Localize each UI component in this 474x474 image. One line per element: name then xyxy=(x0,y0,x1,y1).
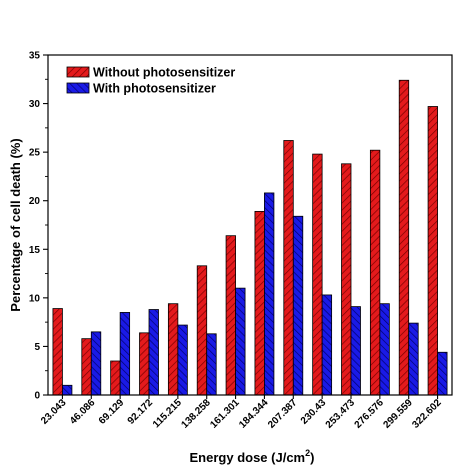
bar-without-13 xyxy=(427,106,438,396)
bar-without-5 xyxy=(196,265,208,396)
bar-with-8 xyxy=(292,215,304,396)
plot-frame xyxy=(47,54,453,396)
bar-without-0 xyxy=(52,308,63,396)
y-tick-label-20: 20 xyxy=(29,196,41,207)
y-tick-label-35: 35 xyxy=(29,51,41,62)
bar-without-2 xyxy=(110,360,121,396)
bar-without-7 xyxy=(254,210,265,396)
x-tick-label-8: 207.387 xyxy=(266,397,300,431)
bar-with-5 xyxy=(206,333,217,396)
y-axis-title: Percentage of cell death (%) xyxy=(8,138,23,311)
x-axis-title-suffix: ) xyxy=(310,450,314,465)
bar-without-11 xyxy=(369,149,381,396)
y-tick-label-25: 25 xyxy=(29,148,41,159)
bar-with-6 xyxy=(235,287,246,396)
bar-without-9 xyxy=(312,153,323,396)
x-tick-label-11: 276.576 xyxy=(353,397,387,431)
bar-without-10 xyxy=(341,163,352,396)
y-tick-label-30: 30 xyxy=(29,99,41,110)
x-tick-label-2: 69.129 xyxy=(97,397,127,427)
x-tick-label-6: 161.301 xyxy=(208,397,242,431)
x-tick-label-10: 253.473 xyxy=(324,397,358,431)
bar-with-11 xyxy=(379,303,390,396)
x-tick-label-1: 46.086 xyxy=(68,397,98,427)
bar-without-8 xyxy=(283,140,294,396)
bar-without-3 xyxy=(139,332,150,396)
bar-without-4 xyxy=(167,303,179,396)
bar-with-10 xyxy=(350,306,361,396)
y-tick-label-10: 10 xyxy=(29,293,41,304)
bar-with-9 xyxy=(321,294,333,396)
legend-label-1: With photosensitizer xyxy=(93,82,216,96)
y-tick-label-15: 15 xyxy=(29,245,41,256)
x-tick-label-12: 299.559 xyxy=(381,397,415,431)
x-tick-label-4: 115.215 xyxy=(151,397,184,430)
x-tick-label-0: 23.043 xyxy=(39,397,69,427)
bar-without-6 xyxy=(225,235,236,396)
bar-with-0 xyxy=(62,384,73,396)
x-tick-label-7: 184.344 xyxy=(237,397,271,431)
legend-swatch-1 xyxy=(66,82,90,94)
bar-with-7 xyxy=(264,192,275,396)
bar-with-4 xyxy=(177,324,188,396)
x-axis-title-main: Energy dose (J/cm xyxy=(190,450,306,465)
x-tick-label-5: 138.258 xyxy=(179,397,213,431)
bar-with-1 xyxy=(90,331,102,396)
x-axis-title: Energy dose (J/cm2) xyxy=(190,448,315,465)
bar-with-13 xyxy=(437,351,448,396)
bar-with-3 xyxy=(148,309,159,396)
legend-swatch-0 xyxy=(66,66,90,78)
legend-label-0: Without photosensitizer xyxy=(93,66,235,80)
bar-without-1 xyxy=(81,338,92,396)
bar-without-12 xyxy=(398,79,410,396)
bar-with-12 xyxy=(408,322,419,396)
y-tick-label-5: 5 xyxy=(34,342,40,353)
x-tick-label-13: 322.602 xyxy=(410,397,444,431)
y-tick-label-0: 0 xyxy=(34,391,40,402)
x-axis-title-superscript: 2 xyxy=(305,448,310,458)
bar-with-2 xyxy=(119,312,131,396)
